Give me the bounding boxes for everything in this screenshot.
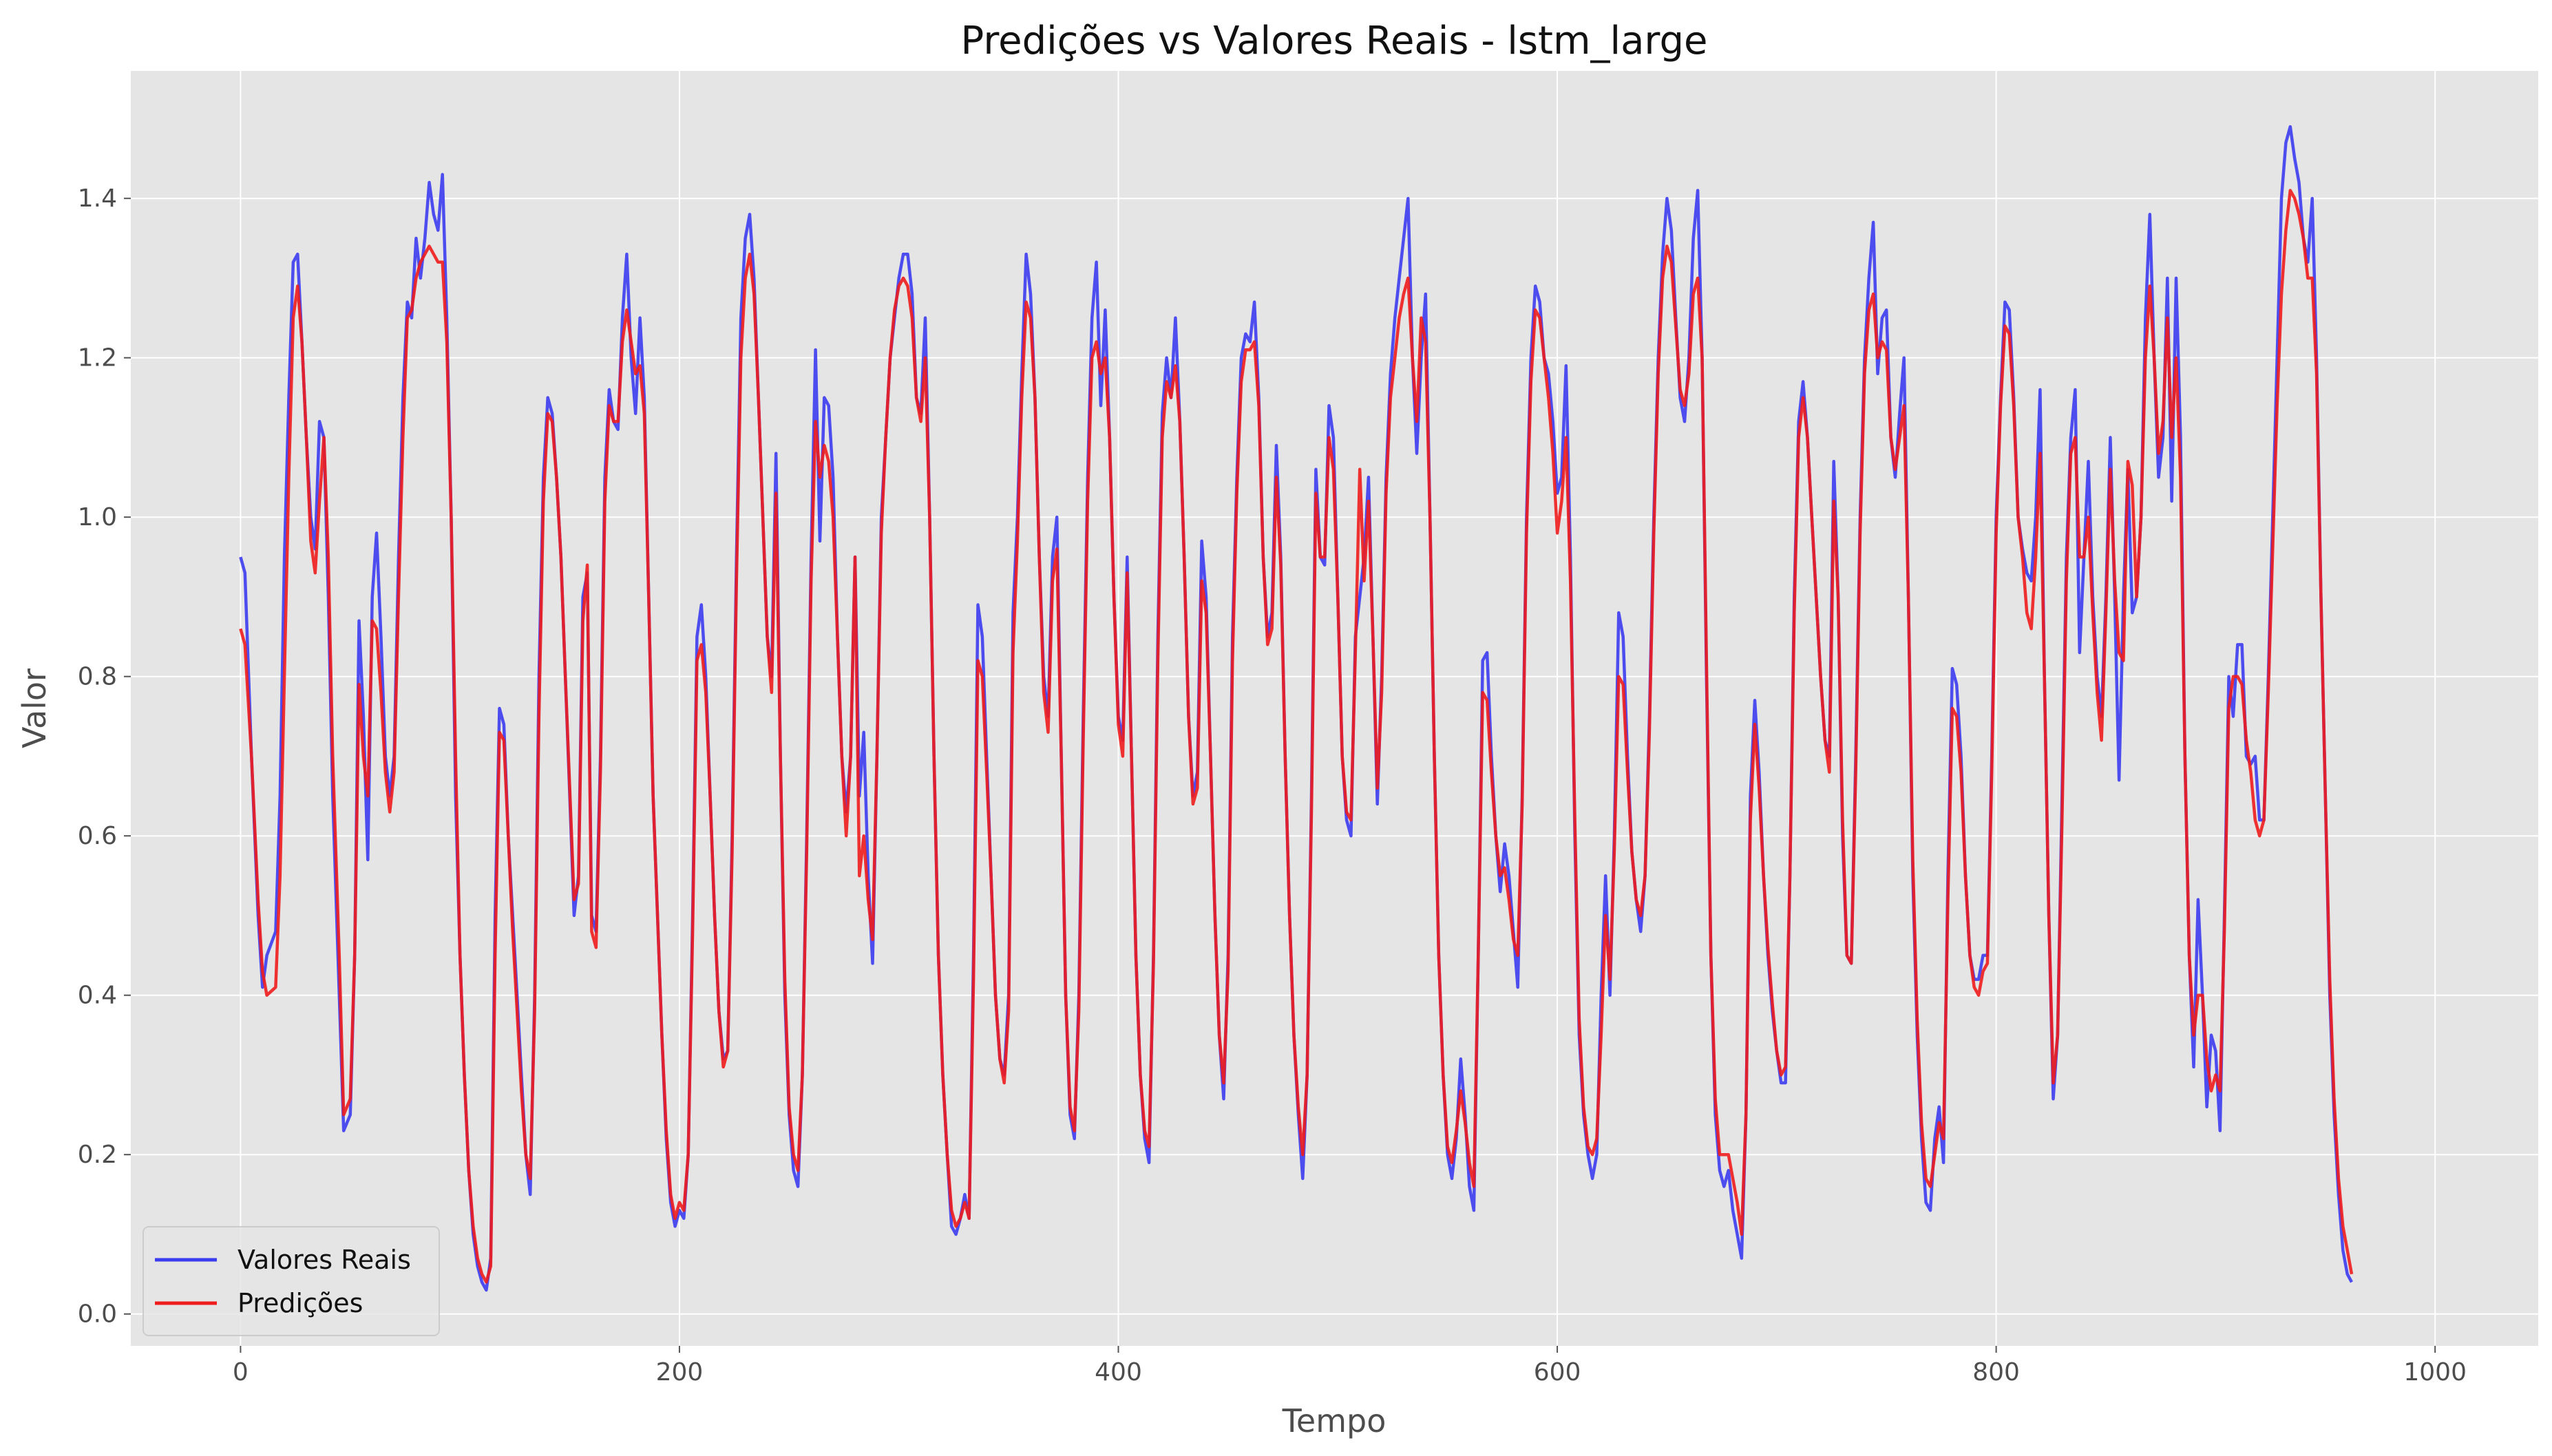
y-tick-label: 0.8 xyxy=(78,663,117,691)
x-tick-label: 400 xyxy=(1095,1358,1142,1386)
x-tick-label: 200 xyxy=(656,1358,704,1386)
x-axis-ticks: 0 200 400 600 800 1000 xyxy=(233,1346,2467,1386)
legend-label-predicoes: Predições xyxy=(238,1288,363,1318)
x-tick-label: 800 xyxy=(1972,1358,2020,1386)
legend-label-valores-reais: Valores Reais xyxy=(238,1245,411,1275)
y-tick-label: 1.0 xyxy=(78,503,117,531)
y-tick-label: 1.2 xyxy=(78,344,117,372)
legend: Valores Reais Predições xyxy=(143,1226,440,1336)
x-tick-label: 0 xyxy=(233,1358,249,1386)
y-tick-label: 1.4 xyxy=(78,184,117,213)
series-line-predicoes xyxy=(239,189,2354,1284)
y-tick-label: 0.2 xyxy=(78,1141,117,1169)
y-tick-label: 0.4 xyxy=(78,982,117,1010)
y-axis-ticks: 0.0 0.2 0.4 0.6 0.8 1.0 1.2 1.4 xyxy=(78,184,131,1329)
y-tick-label: 0.0 xyxy=(78,1300,117,1329)
x-tick-label: 1000 xyxy=(2403,1358,2467,1386)
y-axis-label: Valor xyxy=(16,668,53,748)
x-tick-label: 600 xyxy=(1534,1358,1581,1386)
y-tick-label: 0.6 xyxy=(78,822,117,850)
series-layer xyxy=(239,125,2354,1292)
chart-title: Predições vs Valores Reais - lstm_large xyxy=(961,19,1708,63)
legend-box xyxy=(143,1226,440,1336)
x-axis-label: Tempo xyxy=(1282,1402,1386,1439)
